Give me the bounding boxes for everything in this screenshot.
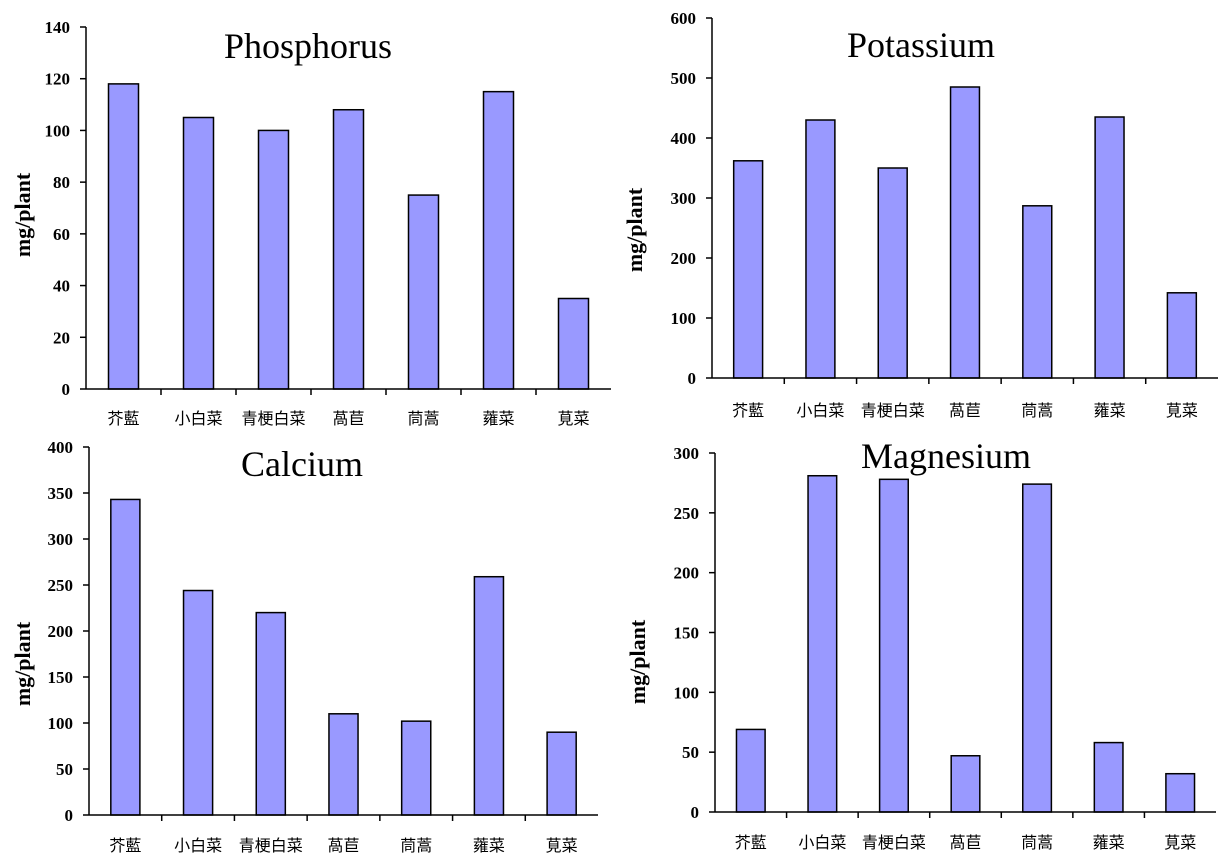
bar-2	[182, 116, 215, 390]
bar-6	[1094, 116, 1125, 379]
bar-3	[257, 129, 290, 390]
y-tick-label: 50	[682, 743, 699, 762]
bar-4	[328, 713, 359, 816]
bar-4	[332, 108, 365, 390]
y-tick-label: 400	[671, 129, 697, 148]
category-label: 芥藍	[732, 401, 764, 420]
y-tick-label: 80	[53, 173, 70, 192]
category-label: 莧菜	[1166, 401, 1198, 420]
y-tick-label: 300	[674, 444, 700, 463]
y-tick-label: 600	[671, 9, 697, 28]
phosphorus-chart: 0 20 40 60 80 100 120 140 芥藍 小白菜 青梗白菜 萵苣 茼蒿 蕹菜 莧菜 Phosp…	[10, 18, 611, 428]
y-tick-label: 500	[671, 69, 697, 88]
y-tick-label: 0	[691, 803, 700, 822]
category-label: 芥藍	[107, 409, 139, 428]
bar-1	[732, 160, 764, 379]
y-tick-label: 150	[674, 624, 700, 643]
bar-1	[107, 83, 140, 390]
y-tick-label: 50	[56, 760, 73, 779]
category-label: 小白菜	[798, 833, 846, 852]
category-label: 小白菜	[796, 401, 844, 420]
bar-6	[1093, 741, 1124, 813]
chart-title: Phosphorus	[224, 26, 392, 66]
bar-3	[878, 478, 909, 813]
y-tick-label: 0	[65, 806, 74, 825]
bar-2	[182, 589, 214, 816]
category-label: 青梗白菜	[861, 401, 925, 420]
category-label: 萵苣	[327, 836, 359, 855]
y-tick-label: 100	[671, 309, 697, 328]
category-label: 茼蒿	[1021, 401, 1053, 420]
bar-2	[805, 119, 836, 379]
bar-4	[950, 755, 981, 813]
category-label: 青梗白菜	[862, 833, 926, 852]
category-label: 莧菜	[557, 409, 589, 428]
category-label: 小白菜	[174, 409, 222, 428]
y-axis-label: mg/plant	[10, 621, 35, 706]
category-label: 萵苣	[949, 401, 981, 420]
category-label: 萵苣	[332, 409, 364, 428]
category-label: 茼蒿	[407, 409, 439, 428]
y-axis-label: mg/plant	[625, 619, 650, 704]
y-tick-label: 200	[674, 564, 700, 583]
category-label: 芥藍	[109, 836, 141, 855]
chart-title: Calcium	[241, 444, 363, 484]
bar-5	[1022, 205, 1053, 379]
bar-5	[400, 720, 432, 816]
category-label: 小白菜	[174, 836, 222, 855]
bar-5	[407, 194, 440, 390]
calcium-chart: 0 50 100 150 200 250 300 350 400 芥藍 小白菜 青梗白菜 萵苣 茼蒿 蕹菜 莧…	[10, 438, 598, 855]
y-tick-label: 250	[674, 504, 700, 523]
y-tick-label: 200	[48, 622, 74, 641]
y-axis-label: mg/plant	[10, 172, 35, 257]
category-label: 青梗白菜	[241, 409, 305, 428]
category-label: 蕹菜	[482, 409, 514, 428]
y-tick-label: 300	[48, 530, 74, 549]
category-label: 萵苣	[949, 833, 981, 852]
magnesium-chart: 0 50 100 150 200 250 300 芥藍 小白菜 青梗白菜 萵苣 茼蒿 蕹菜 莧菜 Magne…	[625, 436, 1216, 852]
bar-2	[807, 474, 838, 813]
category-label: 蕹菜	[473, 836, 505, 855]
category-label: 莧菜	[546, 836, 578, 855]
y-tick-label: 0	[62, 380, 71, 399]
y-tick-label: 40	[53, 277, 70, 296]
y-tick-label: 200	[671, 249, 697, 268]
bar-1	[735, 728, 766, 813]
bar-6	[473, 575, 505, 816]
y-axis-label: mg/plant	[622, 187, 647, 272]
y-tick-label: 20	[53, 328, 70, 347]
category-label: 茼蒿	[1021, 833, 1053, 852]
potassium-chart: 0 100 200 300 400 500 600 芥藍 小白菜 青梗白菜 萵苣 茼蒿 蕹菜 莧菜 Pota…	[622, 9, 1218, 420]
chart-title: Magnesium	[861, 436, 1031, 476]
category-label: 芥藍	[735, 833, 767, 852]
y-tick-label: 100	[674, 683, 700, 702]
bar-7	[557, 297, 590, 390]
bar-3	[877, 167, 908, 379]
category-label: 蕹菜	[1094, 401, 1126, 420]
y-tick-label: 350	[48, 484, 74, 503]
category-label: 茼蒿	[400, 836, 432, 855]
y-tick-label: 300	[671, 189, 697, 208]
y-tick-label: 400	[48, 438, 74, 457]
category-label: 青梗白菜	[239, 836, 303, 855]
y-tick-label: 140	[45, 18, 71, 37]
y-tick-label: 100	[48, 714, 74, 733]
y-tick-label: 120	[45, 70, 71, 89]
y-tick-label: 60	[53, 225, 70, 244]
chart-title: Potassium	[847, 25, 995, 65]
y-tick-label: 0	[688, 369, 697, 388]
bar-7	[1166, 292, 1198, 379]
bar-3	[255, 611, 287, 816]
y-tick-label: 250	[48, 576, 74, 595]
bar-4	[949, 86, 981, 379]
category-label: 莧菜	[1164, 833, 1196, 852]
bar-7	[1165, 772, 1196, 813]
y-tick-label: 150	[48, 668, 74, 687]
bar-5	[1022, 483, 1053, 813]
category-label: 蕹菜	[1093, 833, 1125, 852]
bar-1	[110, 498, 141, 816]
bar-7	[546, 731, 577, 816]
bar-6	[482, 90, 515, 390]
y-tick-label: 100	[45, 121, 71, 140]
